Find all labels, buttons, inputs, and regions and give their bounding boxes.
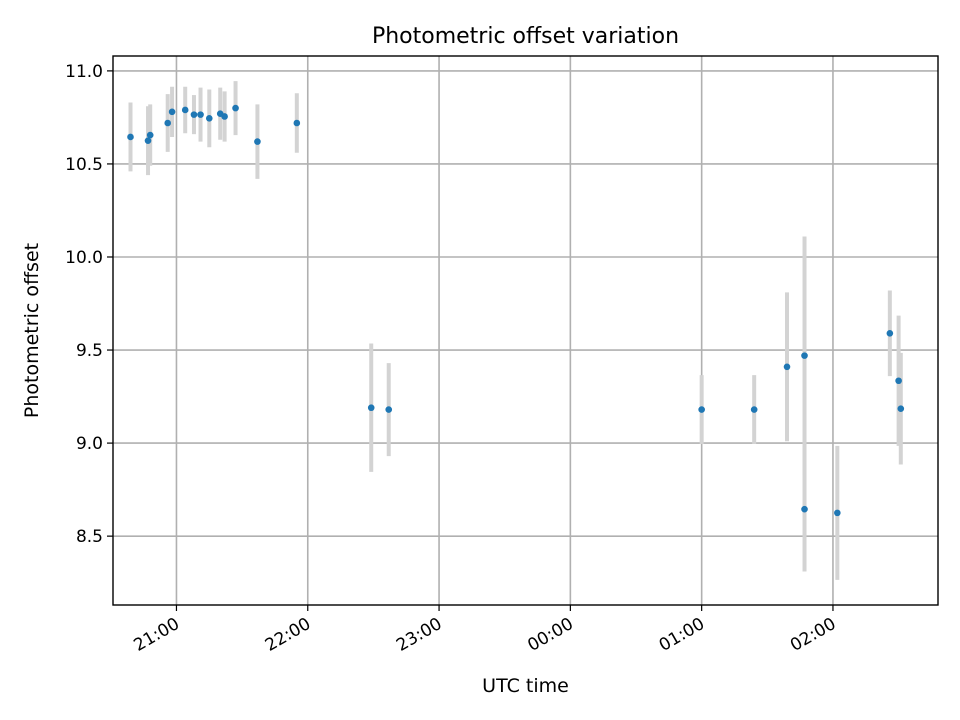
- y-axis-label: Photometric offset: [21, 243, 43, 418]
- data-point: [750, 406, 758, 413]
- data-point: [367, 404, 375, 412]
- data-point: [197, 111, 204, 118]
- grid-layer: [113, 56, 938, 605]
- point-layer: [127, 104, 905, 517]
- data-point: [698, 406, 705, 413]
- y-tick-label: 9.5: [76, 341, 103, 361]
- data-point: [254, 138, 261, 145]
- data-point: [834, 509, 841, 517]
- data-point: [146, 131, 154, 139]
- data-point: [168, 108, 176, 116]
- data-point: [221, 113, 228, 120]
- y-tick-label: 8.5: [76, 527, 103, 547]
- data-point: [783, 363, 791, 371]
- chart-title: Photometric offset variation: [372, 24, 679, 49]
- data-point: [897, 405, 905, 412]
- y-tick-label: 10.0: [65, 248, 103, 268]
- data-point: [205, 115, 213, 122]
- data-point: [293, 119, 301, 127]
- data-point: [164, 119, 172, 127]
- data-point: [181, 106, 189, 114]
- plot-frame: [112, 55, 939, 606]
- y-tick-label: 9.0: [76, 434, 103, 454]
- data-point: [385, 406, 393, 413]
- data-point: [127, 133, 134, 141]
- data-point: [895, 377, 902, 385]
- data-point: [144, 137, 152, 144]
- data-point: [801, 352, 808, 359]
- data-point: [232, 104, 239, 112]
- y-tick-label: 11.0: [65, 62, 103, 82]
- x-axis-label: UTC time: [482, 675, 569, 697]
- data-point: [801, 505, 808, 513]
- data-point: [886, 329, 894, 337]
- data-point: [190, 111, 198, 118]
- y-tick-label: 10.5: [65, 155, 103, 175]
